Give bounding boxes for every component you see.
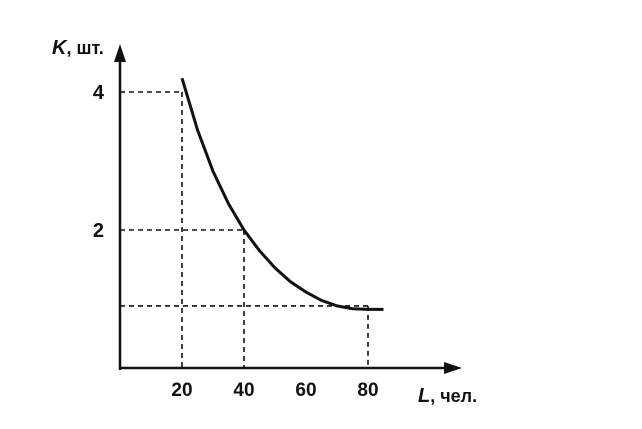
y-axis-label-unit: , шт.	[66, 38, 103, 58]
x-tick-label-60: 60	[295, 380, 316, 401]
y-axis-label: K, шт.	[52, 37, 104, 59]
x-tick-label-20: 20	[171, 380, 192, 401]
y-axis-label-symbol: K	[52, 37, 68, 59]
x-axis-arrow-icon	[444, 362, 462, 374]
y-tick-label-2: 2	[93, 220, 104, 242]
x-axis-label-unit: , чел.	[430, 386, 477, 406]
x-tick-label-40: 40	[233, 380, 254, 401]
data-curve	[180, 77, 384, 311]
x-axis-label: L, чел.	[418, 385, 477, 407]
y-axis-arrow-icon	[114, 44, 126, 62]
x-axis-label-symbol: L	[418, 385, 430, 407]
x-tick-label-80: 80	[357, 380, 378, 401]
y-tick-labels: 42	[93, 82, 105, 242]
x-tick-labels: 20 40 60 80	[171, 380, 378, 401]
y-tick-label-4: 4	[93, 82, 105, 104]
guide-lines	[120, 91, 369, 368]
